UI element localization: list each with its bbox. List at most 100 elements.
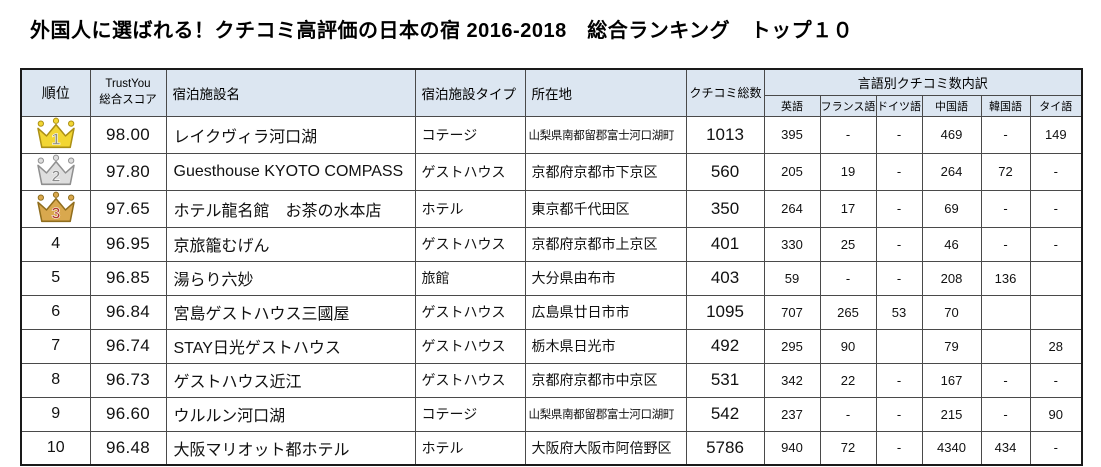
total-cell: 492: [685, 328, 765, 364]
lang-cell: -: [980, 115, 1031, 154]
table-row: 10 96.48 大阪マリオット都ホテル ホテル 大阪府大阪市阿倍野区 5786…: [20, 430, 1083, 466]
table-row: 5 96.85 湯らり六妙 旅館 大分県由布市 403 59 - - 208 1…: [20, 260, 1083, 296]
score-cell: 97.65: [89, 189, 167, 228]
crown-gold-icon: 1: [36, 117, 75, 148]
score-cell: 96.74: [89, 328, 167, 364]
col-header-lang-korean: 韓国語: [980, 94, 1031, 117]
lang-cell: -: [875, 189, 923, 228]
type-cell: ゲストハウス: [414, 328, 526, 364]
rank-cell: 2: [20, 152, 91, 191]
total-cell: 1013: [685, 115, 765, 154]
type-cell: ゲストハウス: [414, 362, 526, 398]
type-cell: ホテル: [414, 430, 526, 466]
table-row: 2 97.80 Guesthouse KYOTO COMPASS ゲストハウス …: [20, 152, 1083, 191]
col-header-score-line1: TrustYou: [105, 78, 151, 91]
col-header-name: 宿泊施設名: [165, 68, 416, 117]
total-cell: 560: [685, 152, 765, 191]
table-header: 順位 TrustYou 総合スコア 宿泊施設名 宿泊施設タイプ 所在地 クチコミ総…: [20, 68, 1083, 117]
lang-cell: [980, 328, 1031, 364]
lang-cell: 28: [1029, 328, 1083, 364]
lang-cell: [875, 328, 923, 364]
svg-text:3: 3: [51, 204, 60, 222]
lang-cell: -: [875, 362, 923, 398]
lang-cell: [1029, 260, 1083, 296]
crown-silver-icon: 2: [36, 154, 75, 185]
location-cell: 大阪府大阪市阿倍野区: [524, 430, 687, 466]
total-cell: 542: [685, 396, 765, 432]
lang-cell: -: [1029, 189, 1083, 228]
col-header-score-line2: 総合スコア: [99, 93, 157, 106]
name-cell: ウルルン河口湖: [165, 396, 416, 432]
rank-cell: 10: [20, 430, 91, 466]
col-header-language-group: 言語別クチコミ数内訳: [763, 68, 1083, 96]
lang-cell: -: [1029, 152, 1083, 191]
lang-cell: 149: [1029, 115, 1083, 154]
col-header-lang-thai: タイ語: [1029, 94, 1083, 117]
lang-cell: 72: [980, 152, 1031, 191]
col-header-lang-chinese: 中国語: [921, 94, 982, 117]
total-cell: 531: [685, 362, 765, 398]
lang-cell: 72: [819, 430, 877, 466]
score-cell: 96.73: [89, 362, 167, 398]
lang-cell: -: [980, 362, 1031, 398]
name-cell: 大阪マリオット都ホテル: [165, 430, 416, 466]
lang-cell: 53: [875, 294, 923, 330]
lang-cell: 167: [921, 362, 982, 398]
svg-text:2: 2: [51, 167, 60, 185]
name-cell: STAY日光ゲストハウス: [165, 328, 416, 364]
lang-cell: 434: [980, 430, 1031, 466]
score-cell: 96.60: [89, 396, 167, 432]
total-cell: 403: [685, 260, 765, 296]
lang-cell: [1029, 294, 1083, 330]
lang-cell: 90: [1029, 396, 1083, 432]
lang-cell: 237: [763, 396, 821, 432]
type-cell: 旅館: [414, 260, 526, 296]
col-header-total: クチコミ総数: [685, 68, 765, 117]
lang-cell: 208: [921, 260, 982, 296]
col-header-lang-french: フランス語: [819, 94, 877, 117]
name-cell: Guesthouse KYOTO COMPASS: [165, 152, 416, 191]
table-row: 8 96.73 ゲストハウス近江 ゲストハウス 京都府京都市中京区 531 34…: [20, 362, 1083, 398]
type-cell: コテージ: [414, 115, 526, 154]
table-row: 9 96.60 ウルルン河口湖 コテージ 山梨県南都留郡富士河口湖町 542 2…: [20, 396, 1083, 432]
col-header-score: TrustYou 総合スコア: [89, 68, 167, 117]
location-cell: 山梨県南都留郡富士河口湖町: [524, 396, 687, 432]
score-cell: 98.00: [89, 115, 167, 154]
lang-cell: -: [980, 396, 1031, 432]
lang-cell: 90: [819, 328, 877, 364]
rank-cell: 3: [20, 189, 91, 228]
lang-cell: -: [1029, 362, 1083, 398]
col-header-type: 宿泊施設タイプ: [414, 68, 526, 117]
lang-cell: 46: [921, 226, 982, 262]
location-cell: 東京都千代田区: [524, 189, 687, 228]
lang-cell: 940: [763, 430, 821, 466]
lang-cell: 330: [763, 226, 821, 262]
lang-cell: -: [819, 260, 877, 296]
svg-text:1: 1: [51, 130, 60, 148]
name-cell: 京旅籠むげん: [165, 226, 416, 262]
type-cell: ゲストハウス: [414, 152, 526, 191]
location-cell: 京都府京都市下京区: [524, 152, 687, 191]
lang-cell: -: [875, 396, 923, 432]
rank-cell: 7: [20, 328, 91, 364]
lang-cell: 69: [921, 189, 982, 228]
lang-cell: 136: [980, 260, 1031, 296]
name-cell: 宮島ゲストハウス三國屋: [165, 294, 416, 330]
type-cell: コテージ: [414, 396, 526, 432]
lang-cell: 707: [763, 294, 821, 330]
crown-bronze-icon: 3: [36, 191, 75, 222]
rank-cell: 6: [20, 294, 91, 330]
lang-cell: -: [875, 115, 923, 154]
score-cell: 97.80: [89, 152, 167, 191]
lang-cell: 264: [921, 152, 982, 191]
total-cell: 350: [685, 189, 765, 228]
lang-cell: -: [1029, 226, 1083, 262]
location-cell: 京都府京都市上京区: [524, 226, 687, 262]
rank-cell: 8: [20, 362, 91, 398]
table-row: 1 98.00 レイクヴィラ河口湖 コテージ 山梨県南都留郡富士河口湖町 101…: [20, 115, 1083, 154]
score-cell: 96.84: [89, 294, 167, 330]
rank-cell: 5: [20, 260, 91, 296]
col-header-rank: 順位: [20, 68, 91, 117]
type-cell: ホテル: [414, 189, 526, 228]
